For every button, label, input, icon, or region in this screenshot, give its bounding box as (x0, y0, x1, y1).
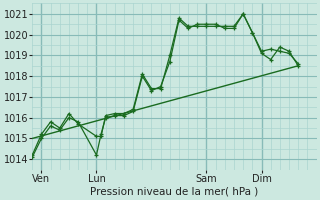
X-axis label: Pression niveau de la mer( hPa ): Pression niveau de la mer( hPa ) (90, 187, 259, 197)
